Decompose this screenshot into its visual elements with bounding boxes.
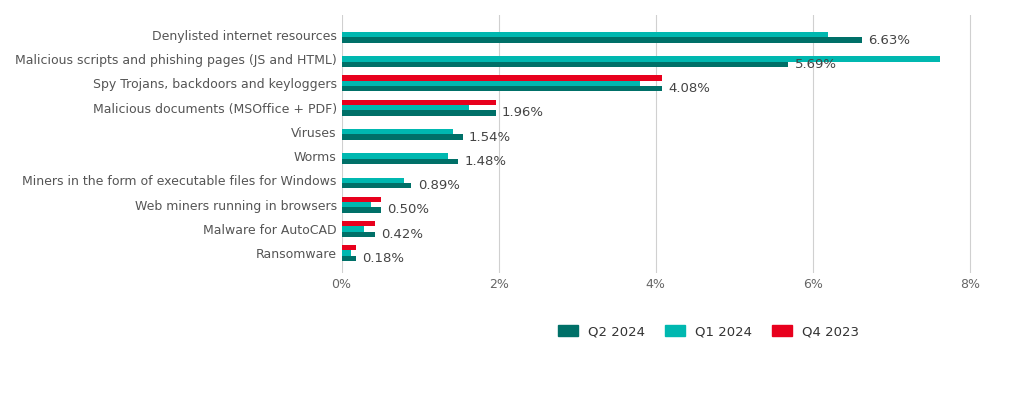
Text: 4.08%: 4.08% <box>669 82 710 95</box>
Bar <box>342 86 662 91</box>
Bar <box>342 129 453 134</box>
Bar <box>342 231 375 237</box>
Bar <box>342 183 412 188</box>
Text: 1.48%: 1.48% <box>464 155 506 168</box>
Bar <box>342 196 381 202</box>
Bar <box>342 105 469 110</box>
Bar <box>342 56 940 62</box>
Bar <box>342 153 447 159</box>
Bar <box>342 32 828 37</box>
Legend: Q2 2024, Q1 2024, Q4 2023: Q2 2024, Q1 2024, Q4 2023 <box>558 326 859 339</box>
Bar <box>342 245 355 250</box>
Text: 6.63%: 6.63% <box>868 34 910 46</box>
Bar <box>342 62 788 67</box>
Bar <box>342 250 351 256</box>
Text: 0.89%: 0.89% <box>418 179 460 192</box>
Bar <box>342 99 496 105</box>
Bar <box>342 256 355 261</box>
Text: 0.50%: 0.50% <box>387 203 429 217</box>
Bar <box>342 207 381 212</box>
Text: 0.18%: 0.18% <box>362 252 404 265</box>
Bar <box>342 202 372 207</box>
Bar <box>342 110 496 115</box>
Bar <box>342 178 404 183</box>
Bar <box>342 226 364 231</box>
Bar <box>342 81 640 86</box>
Text: 5.69%: 5.69% <box>795 58 837 71</box>
Bar <box>342 37 862 43</box>
Bar <box>342 221 375 226</box>
Bar <box>342 159 458 164</box>
Text: 1.96%: 1.96% <box>502 106 544 119</box>
Text: 0.42%: 0.42% <box>381 228 423 241</box>
Bar <box>342 134 463 140</box>
Text: 1.54%: 1.54% <box>469 131 511 144</box>
Bar <box>342 75 662 81</box>
